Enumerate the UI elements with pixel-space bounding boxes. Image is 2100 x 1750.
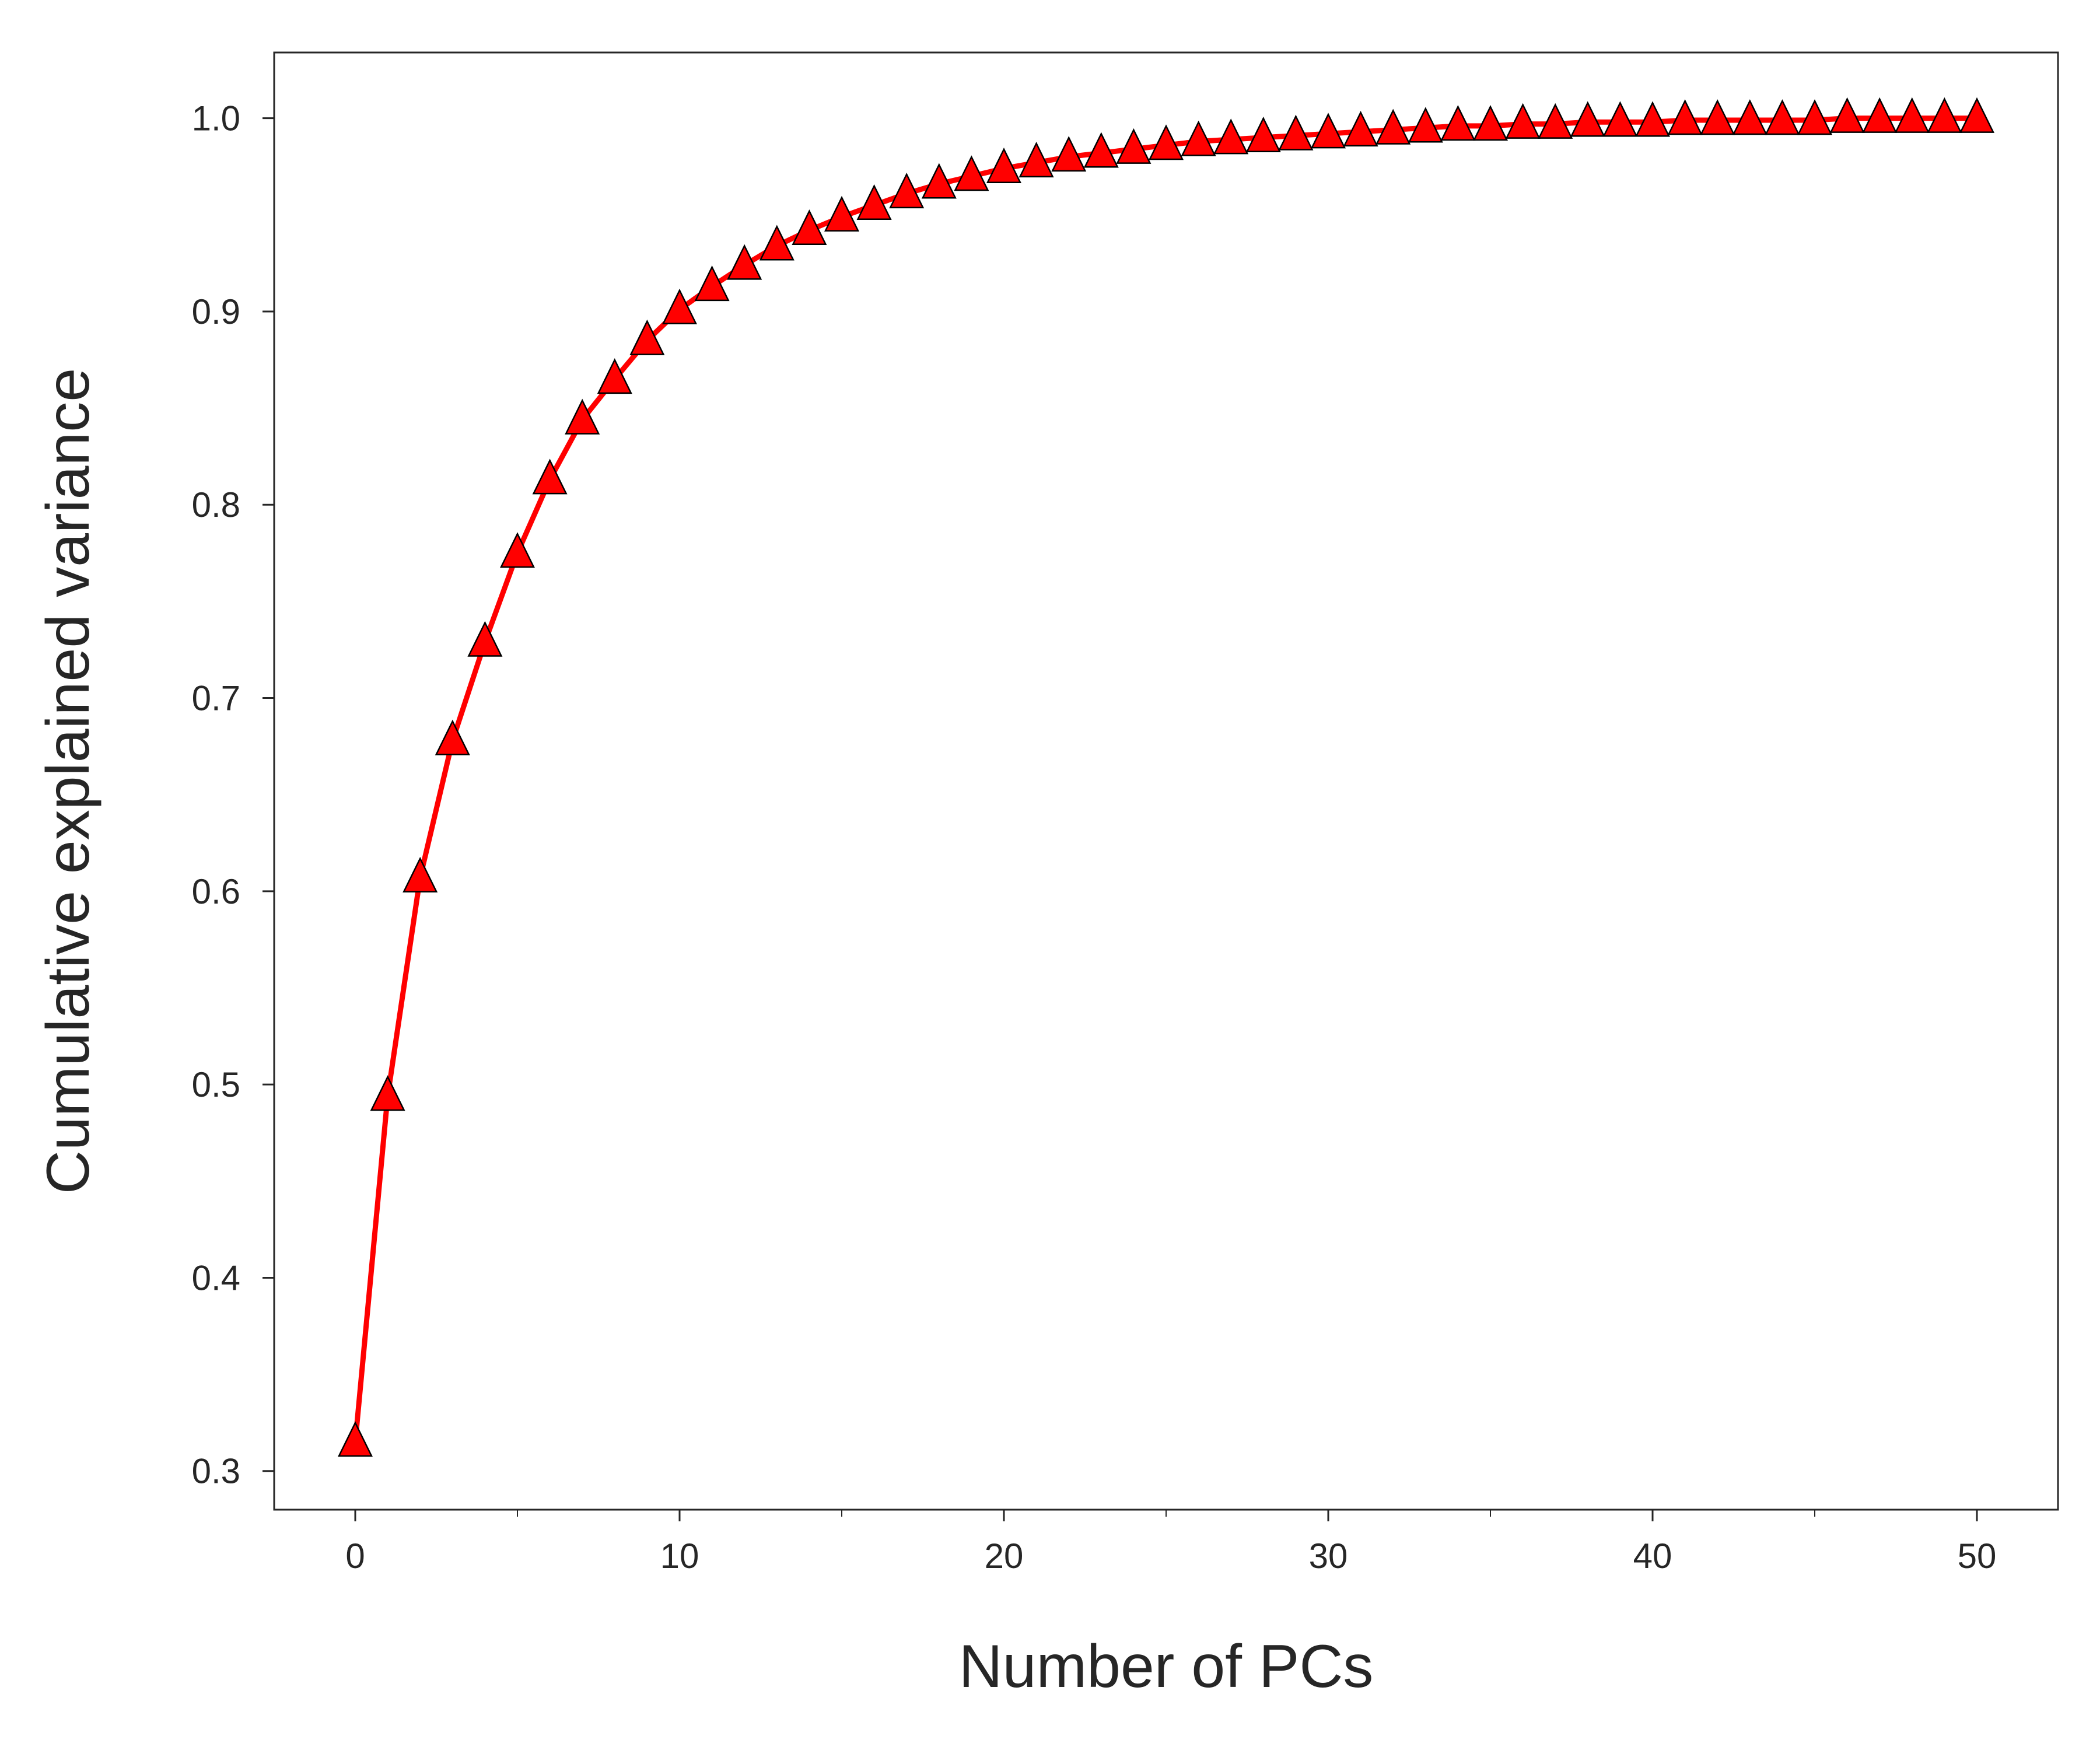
data-point-marker: [370, 1075, 405, 1111]
data-point-marker: [597, 358, 632, 394]
data-point-marker: [1051, 136, 1087, 172]
y-tick-label: 0.9: [192, 292, 240, 331]
y-tick-label: 1.0: [192, 99, 240, 138]
data-point-marker: [1083, 132, 1119, 168]
x-axis-label: Number of PCs: [959, 1633, 1374, 1700]
data-point-marker: [1116, 128, 1152, 164]
plot-area: [337, 97, 1995, 1457]
x-tick-label: 10: [660, 1536, 699, 1576]
y-tick-label: 0.7: [192, 679, 240, 718]
data-point-marker: [792, 209, 827, 246]
data-point-marker: [1310, 113, 1346, 149]
data-point-marker: [1959, 97, 1995, 133]
axis-ticks: 0 10 20 30 40 50 0.3 0.4 0.5 0.6 0.7 0.8 0.9 1.0: [192, 99, 1997, 1576]
data-point-marker: [1602, 101, 1638, 137]
data-point-marker: [1343, 110, 1378, 147]
data-point-marker: [1472, 105, 1508, 141]
data-point-marker: [954, 155, 989, 191]
x-tick-label: 50: [1958, 1536, 1997, 1576]
data-point-marker: [824, 195, 860, 232]
data-point-marker: [694, 265, 730, 302]
data-point-marker: [921, 163, 957, 199]
data-point-marker: [1862, 97, 1898, 133]
data-point-marker: [402, 856, 438, 892]
data-point-marker: [889, 173, 925, 209]
data-point-marker: [1278, 114, 1314, 150]
data-point-marker: [1408, 107, 1443, 143]
data-point-marker: [565, 398, 600, 435]
data-point-marker: [532, 459, 568, 495]
data-point-marker: [986, 147, 1022, 184]
data-point-marker: [1440, 105, 1476, 141]
data-point-marker: [1894, 97, 1930, 133]
data-point-marker: [1148, 124, 1184, 160]
y-tick-label: 0.4: [192, 1258, 240, 1297]
data-point-marker: [1570, 101, 1605, 137]
y-tick-label: 0.8: [192, 485, 240, 524]
data-point-marker: [467, 621, 503, 657]
data-point-marker: [1829, 97, 1865, 133]
data-point-marker: [435, 719, 470, 755]
x-tick-label: 40: [1633, 1536, 1672, 1576]
data-point-marker: [1181, 120, 1216, 156]
data-point-marker: [1019, 142, 1054, 178]
data-point-marker: [727, 244, 762, 280]
data-point-marker: [499, 532, 536, 568]
y-axis-label: Cumulative explained variance: [34, 368, 102, 1194]
data-point-marker: [662, 288, 698, 324]
data-point-marker: [1538, 103, 1573, 139]
x-tick-label: 20: [985, 1536, 1024, 1576]
data-point-marker: [759, 225, 794, 261]
data-point-marker: [629, 319, 665, 355]
y-tick-label: 0.6: [192, 872, 240, 911]
data-point-marker: [1634, 101, 1671, 137]
data-point-marker: [1765, 99, 1800, 135]
y-tick-label: 0.3: [192, 1452, 240, 1491]
data-point-marker: [1505, 103, 1541, 139]
data-point-marker: [1732, 99, 1768, 135]
x-tick-label: 0: [345, 1536, 365, 1576]
data-point-marker: [1213, 118, 1249, 155]
data-point-marker: [1700, 99, 1735, 135]
data-point-marker: [337, 1421, 373, 1457]
data-point-marker: [1927, 97, 1962, 133]
y-tick-label: 0.5: [192, 1065, 240, 1104]
data-point-marker: [1667, 99, 1703, 135]
x-tick-label: 30: [1309, 1536, 1348, 1576]
data-point-marker: [1245, 116, 1281, 153]
data-point-marker: [1797, 99, 1833, 135]
data-point-marker: [1376, 108, 1411, 145]
data-point-marker: [856, 184, 892, 220]
